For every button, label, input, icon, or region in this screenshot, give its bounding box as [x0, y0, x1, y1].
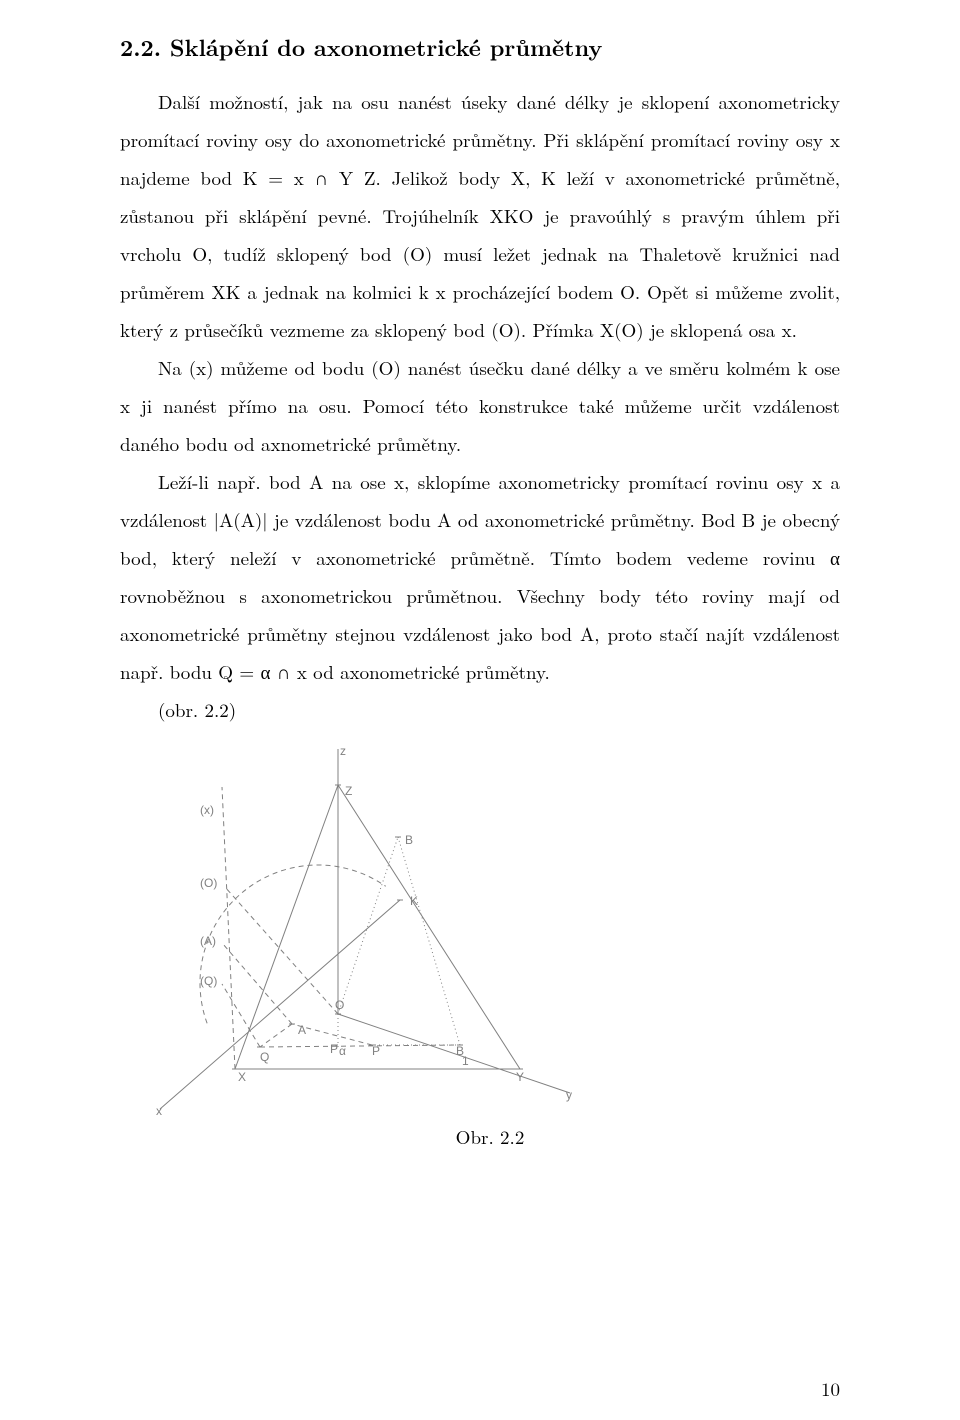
label-x_par: (x): [200, 803, 214, 817]
line-XZ: [235, 785, 338, 1069]
line-BB1: [398, 837, 460, 1045]
figure-caption: Obr. 2.2: [140, 1123, 840, 1150]
label-z_top: z: [340, 744, 346, 758]
label-A: A: [298, 1023, 306, 1037]
figure-lines: [160, 749, 570, 1109]
paragraph-2: Na (x) můžeme od bodu (O) nanést úsečku …: [120, 349, 840, 463]
label-X: X: [238, 1070, 246, 1084]
line-perpO: [225, 887, 338, 1014]
label-one: 1: [462, 1054, 469, 1068]
label-x: x: [156, 1104, 162, 1117]
label-B: B: [405, 833, 413, 847]
paragraph-1: Další možností, jak na osu nanést úseky …: [120, 83, 840, 349]
line-A_Apar: [223, 944, 292, 1024]
line-fold_x: [222, 787, 235, 1069]
line-AQ: [260, 1024, 292, 1047]
line-OB: [338, 837, 398, 1014]
paragraph-4: (obr. 2.2): [120, 691, 840, 729]
thales-arc: [200, 865, 386, 1023]
label-P: P: [372, 1044, 380, 1058]
label-Y: Y: [516, 1070, 524, 1084]
page-number: 10: [821, 1375, 840, 1402]
figure-labels: zZ(x)B(O)K(A)(Q)OAQPαPB1XYyx: [156, 744, 572, 1117]
figure-ticks: [232, 785, 523, 1069]
label-K: K: [410, 894, 418, 908]
label-O: O: [335, 998, 344, 1012]
paragraph-3: Leží-li např. bod A na ose x, sklopíme a…: [120, 463, 840, 691]
label-Q_par: (Q): [200, 974, 217, 988]
section-heading: 2.2. Sklápění do axonometrické průmětny: [120, 30, 840, 63]
label-Z: Z: [345, 784, 352, 798]
figure-2-2: zZ(x)B(O)K(A)(Q)OAQPαPB1XYyx: [140, 737, 610, 1117]
label-A_par: (A): [200, 934, 216, 948]
figure-arc: [200, 865, 386, 1023]
line-YZ: [338, 785, 520, 1069]
label-Q: Q: [260, 1050, 269, 1064]
label-alpha: α: [339, 1044, 346, 1058]
line-x_ray: [160, 900, 400, 1109]
label-Pa: P: [330, 1042, 338, 1056]
label-O_par: (O): [200, 876, 217, 890]
label-y: y: [566, 1088, 572, 1102]
